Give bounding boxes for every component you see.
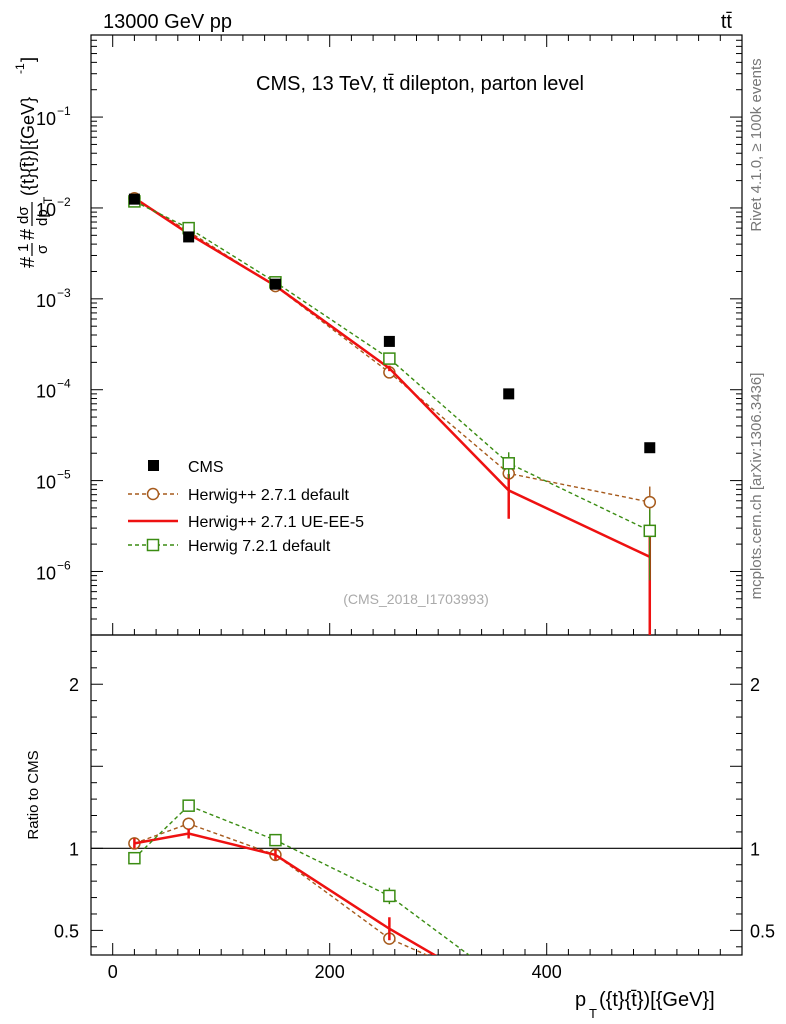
legend-cms-marker bbox=[148, 460, 159, 471]
y-axis-label: # 1 σ # dσ dp T ({t}{t̄})[{GeV} -1 ] bbox=[13, 57, 55, 268]
y-tick-exponent: −4 bbox=[57, 377, 71, 391]
rivet-version-label: Rivet 4.1.0, ≥ 100k events bbox=[748, 58, 765, 231]
ratio-point-2 bbox=[269, 833, 282, 847]
ratio-point-2 bbox=[182, 799, 195, 812]
ratio-point-2 bbox=[128, 851, 141, 865]
svg-text:]: ] bbox=[18, 57, 38, 62]
svg-text:σ: σ bbox=[34, 244, 51, 254]
ratio-tick-label: 1 bbox=[69, 839, 79, 859]
ratio-line-1 bbox=[134, 832, 438, 955]
series-point-2 bbox=[502, 457, 515, 470]
series-point-2 bbox=[643, 524, 657, 538]
chart-title: CMS, 13 TeV, tt̄ dilepton, parton level bbox=[256, 73, 584, 95]
main-y-axis: 10−610−510−410−310−210−1 bbox=[36, 34, 742, 636]
svg-text:1: 1 bbox=[15, 244, 32, 252]
ratio-point-0 bbox=[644, 966, 655, 977]
legend: CMS Herwig++ 2.7.1 default Herwig++ 2.7.… bbox=[128, 459, 364, 555]
x-tick-label: 400 bbox=[532, 962, 562, 982]
ratio-tick-label-right: 2 bbox=[750, 675, 760, 695]
y-tick-label: 10 bbox=[36, 200, 56, 220]
ratio-y-axis: 0.5 0.5 1 1 2 2 bbox=[54, 650, 775, 948]
ratio-line-0 bbox=[134, 822, 429, 955]
mcplots-credit-label: mcplots.cern.ch [arXiv:1306.3436] bbox=[748, 373, 765, 600]
legend-herwig7-label: Herwig 7.2.1 default bbox=[188, 538, 331, 555]
ratio-point-2 bbox=[383, 889, 396, 903]
y-tick-exponent: −2 bbox=[57, 195, 71, 209]
y-tick-exponent: −6 bbox=[57, 558, 71, 572]
y-tick-label: 10 bbox=[36, 382, 56, 402]
svg-text:#: # bbox=[17, 256, 39, 268]
x-tick-label: 0 bbox=[108, 962, 118, 982]
legend-herwig7-marker bbox=[146, 538, 160, 552]
svg-text:-1: -1 bbox=[13, 63, 27, 74]
ratio-point-0 bbox=[182, 817, 195, 830]
main-plot-area bbox=[128, 191, 657, 635]
cms-point bbox=[128, 193, 140, 205]
legend-herwigpp-default-label: Herwig++ 2.7.1 default bbox=[188, 487, 350, 504]
svg-text:dσ: dσ bbox=[15, 206, 32, 224]
cms-point bbox=[383, 335, 395, 347]
y-tick-label: 10 bbox=[36, 473, 56, 493]
ratio-tick-label-right: 0.5 bbox=[750, 921, 775, 941]
legend-herwigpp-default-marker bbox=[146, 487, 160, 501]
svg-text:({t}{t̄})[{GeV}: ({t}{t̄})[{GeV} bbox=[18, 97, 38, 196]
ratio-tick-label: 2 bbox=[69, 675, 79, 695]
legend-herwigpp-ueee5-label: Herwig++ 2.7.1 UE-EE-5 bbox=[188, 514, 364, 531]
analysis-id-label: (CMS_2018_I1703993) bbox=[343, 591, 489, 607]
svg-text:T: T bbox=[41, 196, 55, 204]
x-axis-label: p T ({t}{t̄})[{GeV}] bbox=[575, 989, 715, 1021]
y-tick-label: 10 bbox=[36, 109, 56, 129]
cms-point bbox=[269, 278, 281, 290]
series-point-2 bbox=[383, 352, 396, 365]
x-tick-label: 200 bbox=[315, 962, 345, 982]
y-tick-label: 10 bbox=[36, 291, 56, 311]
legend-cms-label: CMS bbox=[188, 459, 224, 476]
y-tick-exponent: −1 bbox=[57, 104, 71, 118]
ratio-panel-frame bbox=[90, 634, 743, 956]
energy-label: 13000 GeV pp bbox=[103, 11, 232, 33]
svg-text:dp: dp bbox=[34, 209, 51, 226]
y-tick-exponent: −3 bbox=[57, 286, 71, 300]
svg-text:p: p bbox=[575, 989, 586, 1011]
cms-point bbox=[644, 442, 656, 454]
ratio-axis-label: Ratio to CMS bbox=[25, 750, 42, 839]
svg-text:T: T bbox=[589, 1006, 597, 1021]
ratio-point-0 bbox=[503, 986, 514, 997]
cms-point bbox=[183, 231, 195, 243]
series-line-2 bbox=[134, 200, 651, 532]
series-line-0 bbox=[134, 197, 650, 503]
ratio-tick-label: 0.5 bbox=[54, 921, 79, 941]
svg-text:({t}{t̄})[{GeV}]: ({t}{t̄})[{GeV}] bbox=[599, 989, 715, 1011]
svg-text:#: # bbox=[17, 228, 39, 240]
ratio-point-2 bbox=[503, 979, 514, 990]
ratio-tick-label-right: 1 bbox=[750, 839, 760, 859]
ratio-line-2 bbox=[133, 804, 471, 955]
cms-point bbox=[503, 388, 515, 400]
series-point-0 bbox=[643, 495, 657, 509]
x-axis: 0 200 400 bbox=[108, 35, 721, 982]
y-tick-label: 10 bbox=[36, 563, 56, 583]
y-tick-exponent: −5 bbox=[57, 468, 71, 482]
ratio-plot-area bbox=[128, 799, 655, 997]
process-label: tt̄ bbox=[721, 11, 733, 33]
series-line-1 bbox=[133, 196, 651, 558]
